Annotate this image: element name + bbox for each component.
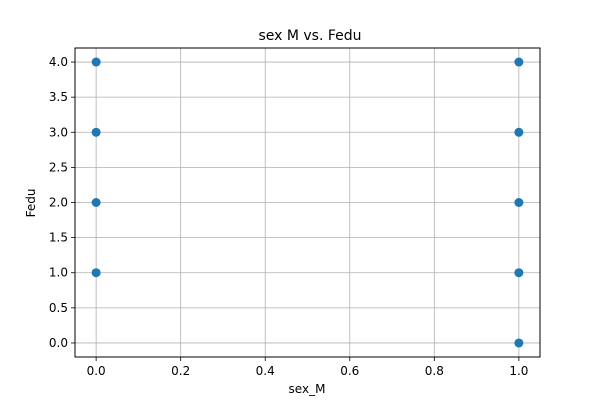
x-tick-label: 0.6 xyxy=(340,364,359,378)
data-point xyxy=(514,198,524,207)
y-tick-label: 1.5 xyxy=(49,231,68,245)
y-tick-label: 2.5 xyxy=(49,160,68,174)
x-tick-label: 0.2 xyxy=(171,364,190,378)
data-points xyxy=(91,57,524,348)
y-tick-label: 3.0 xyxy=(49,125,68,139)
y-axis-label: Fedu xyxy=(24,189,38,218)
y-tick-label: 0.5 xyxy=(49,301,68,315)
data-point xyxy=(91,127,101,137)
y-tick-label: 2.0 xyxy=(49,196,68,210)
chart-title: sex M vs. Fedu xyxy=(258,28,361,44)
y-tick-label: 0.0 xyxy=(49,336,68,350)
x-tick-label: 0.0 xyxy=(87,364,106,378)
data-point xyxy=(514,338,524,348)
data-point xyxy=(514,57,524,67)
x-tick-label: 0.8 xyxy=(425,364,444,378)
y-axis-ticks: 0.0 0.5 1.0 1.5 2.0 2.5 3.0 3.5 4.0 xyxy=(49,55,75,350)
y-tick-label: 3.5 xyxy=(49,90,68,104)
x-tick-label: 0.4 xyxy=(256,364,275,378)
data-point xyxy=(514,268,524,278)
x-tick-label: 1.0 xyxy=(509,364,528,378)
data-point xyxy=(91,198,101,207)
plot-area-frame xyxy=(74,47,541,358)
data-point xyxy=(91,57,101,67)
x-axis-ticks: 0.0 0.2 0.4 0.6 0.8 1.0 xyxy=(87,357,528,378)
data-point xyxy=(91,268,101,278)
data-point xyxy=(514,127,524,137)
x-axis-label: sex_M xyxy=(289,382,326,396)
y-tick-label: 1.0 xyxy=(49,266,68,280)
y-tick-label: 4.0 xyxy=(49,55,68,69)
grid xyxy=(75,48,540,357)
